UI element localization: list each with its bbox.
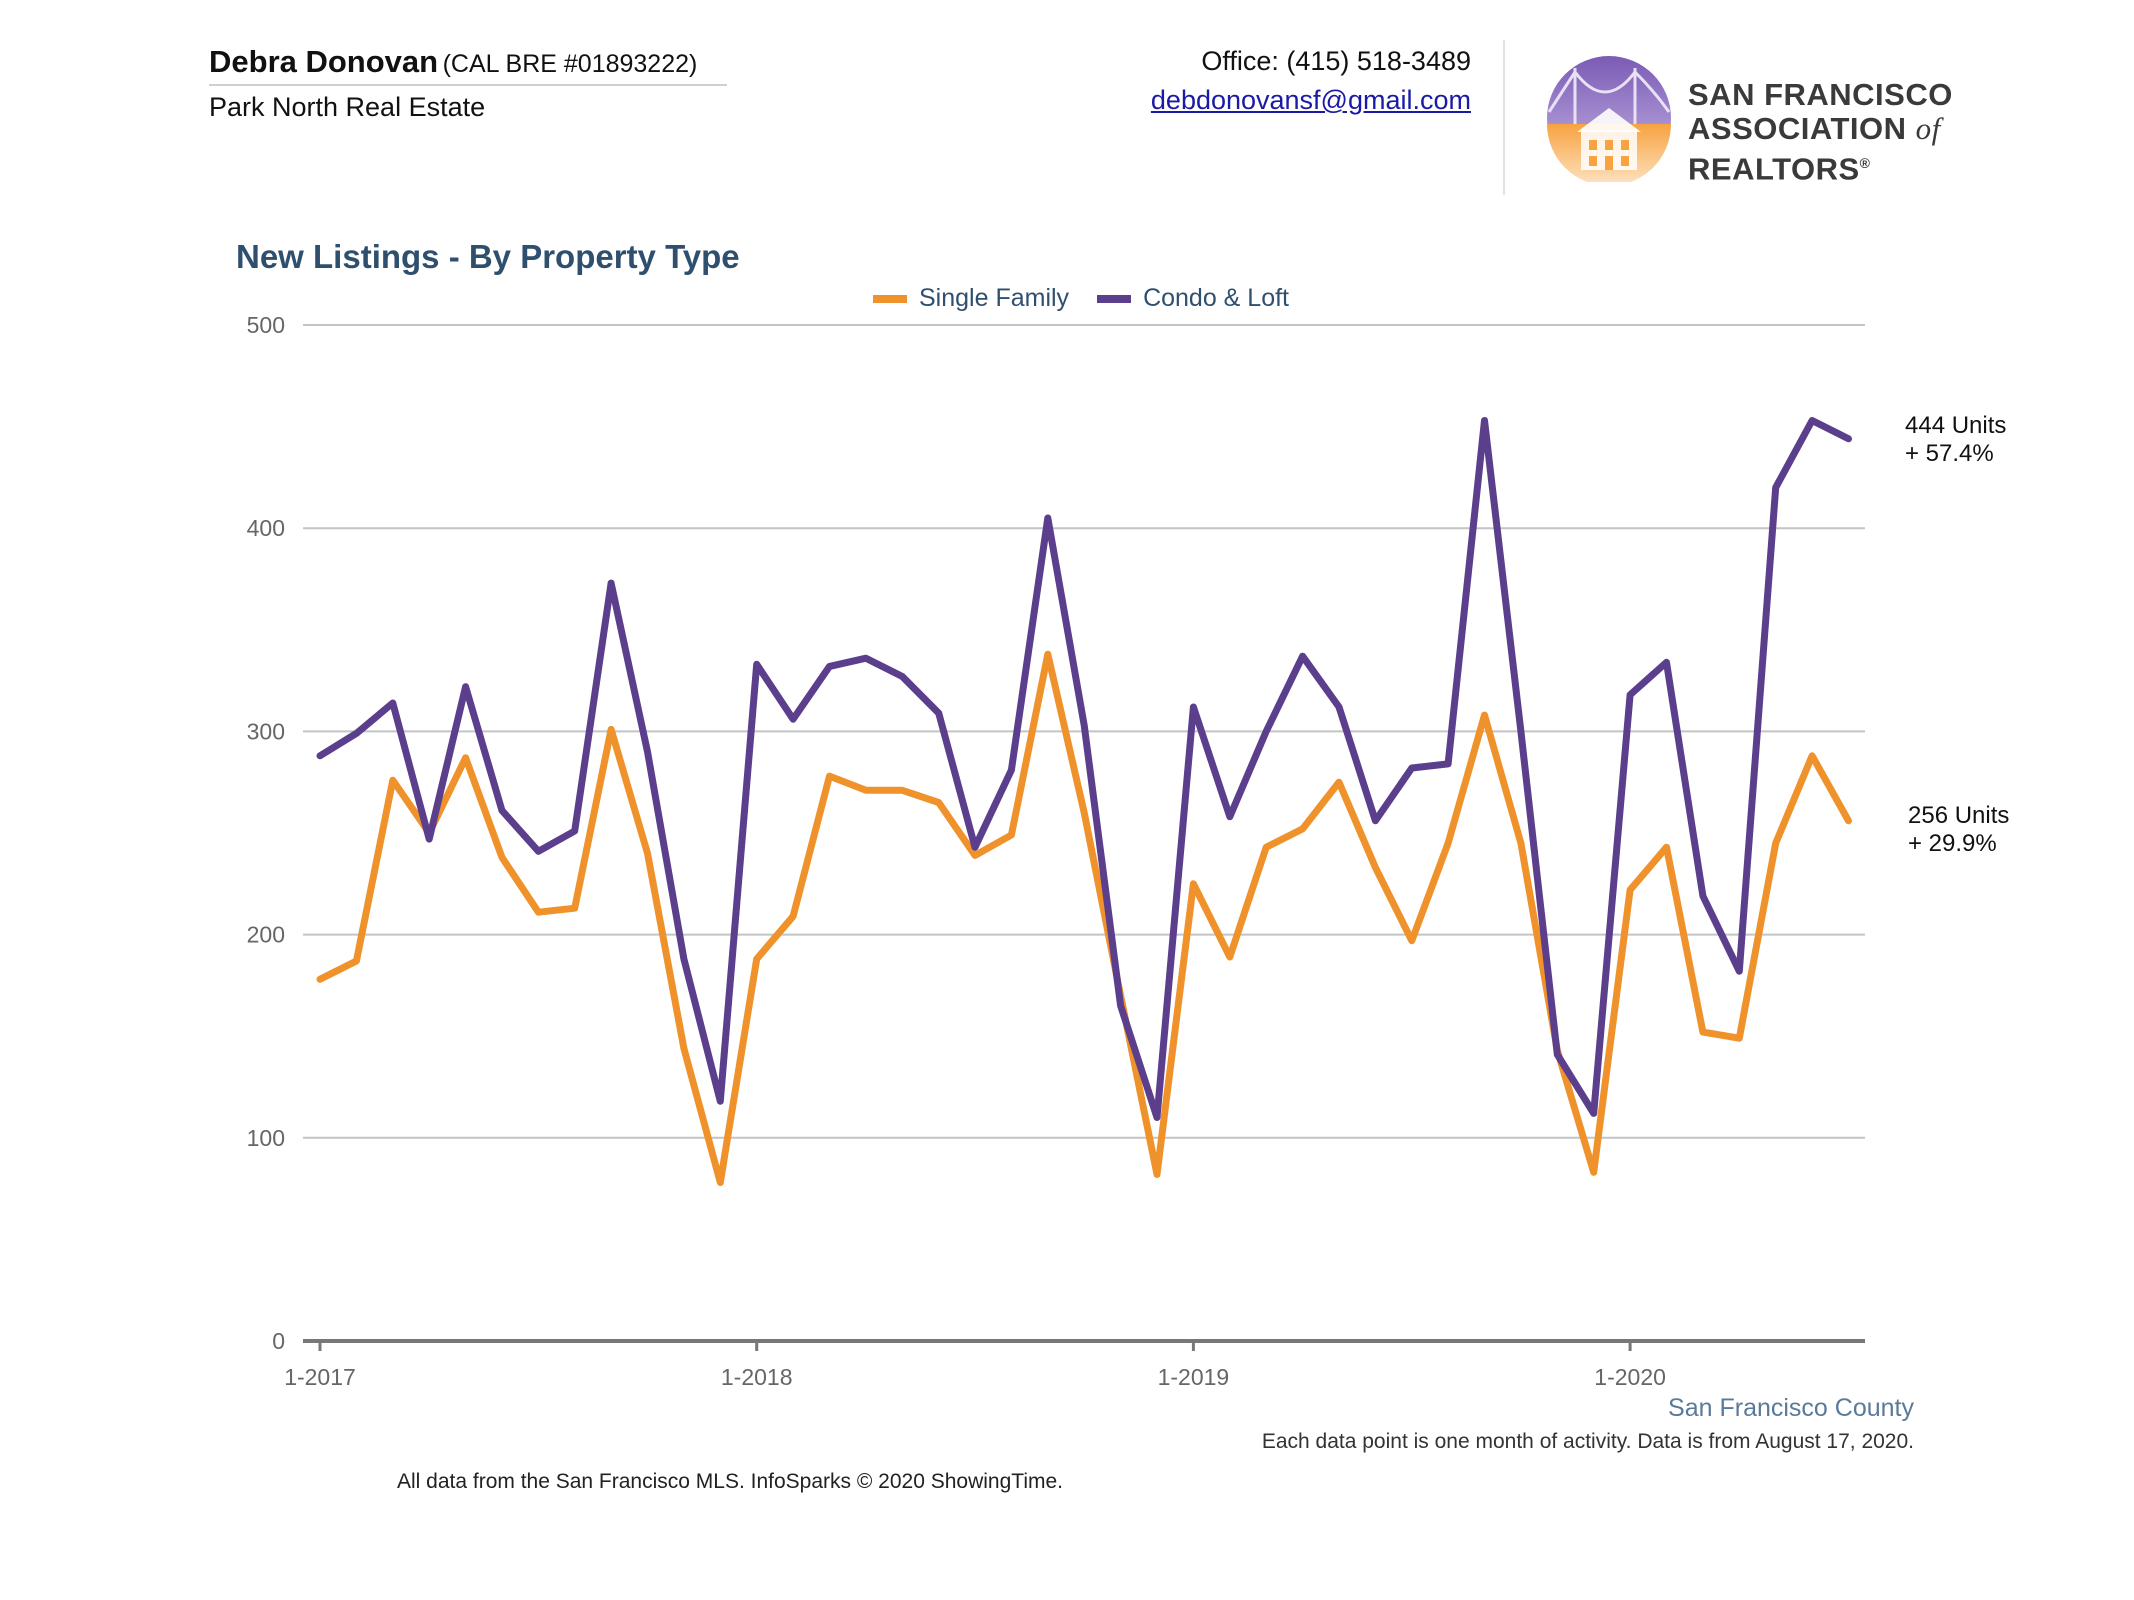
sfar-logo-icon: [1547, 56, 1671, 182]
end-label-sf-units: 256 Units: [1908, 802, 2010, 829]
sfar-logo-text: SAN FRANCISCO ASSOCIATION of REALTORS®: [1688, 78, 2103, 186]
x-tick-label: 1-2017: [284, 1364, 356, 1390]
agent-company: Park North Real Estate: [209, 92, 486, 122]
source-attribution: All data from the San Francisco MLS. Inf…: [396, 1470, 1063, 1493]
legend-label-condo-loft: Condo & Loft: [1143, 284, 1289, 312]
logo-word-realtors: REALTORS: [1688, 151, 1860, 187]
y-tick-label: 400: [247, 515, 285, 541]
y-tick-label: 0: [272, 1328, 285, 1354]
registered-mark: ®: [1859, 155, 1871, 171]
end-label-sf-change: + 29.9%: [1908, 830, 1997, 857]
email-link[interactable]: debdonovansf@gmail.com: [1150, 85, 1471, 115]
data-note: Each data point is one month of activity…: [1261, 1430, 1914, 1453]
end-label-condo-loft: 444 Units + 57.4%: [1905, 412, 2006, 468]
legend-swatch-single-family: [873, 294, 907, 303]
y-tick-label: 200: [247, 922, 285, 948]
x-tick-label: 1-2019: [1158, 1364, 1230, 1390]
legend-item-single-family[interactable]: Single Family: [873, 284, 1069, 313]
agent-divider: [209, 84, 727, 86]
agent-license: (CAL BRE #01893222): [442, 50, 698, 78]
end-label-single-family: 256 Units + 29.9%: [1908, 802, 2009, 858]
x-tick-label: 1-2018: [721, 1364, 793, 1390]
region-label: San Francisco County: [1668, 1394, 1914, 1422]
chart-legend: Single Family Condo & Loft: [873, 284, 1317, 313]
logo-word-association: ASSOCIATION: [1688, 111, 1907, 146]
logo-line-1: SAN FRANCISCO: [1688, 77, 1953, 112]
sfar-logo: SAN FRANCISCO ASSOCIATION of REALTORS®: [1543, 52, 2103, 186]
chart-title: New Listings - By Property Type: [236, 238, 740, 275]
agent-name: Debra Donovan: [209, 44, 439, 79]
header-divider: [1503, 40, 1505, 195]
x-tick-label: 1-2020: [1594, 1364, 1666, 1390]
logo-line-2: ASSOCIATION of REALTORS®: [1688, 112, 2103, 186]
contact-block: Office: (415) 518-3489 debdonovansf@gmai…: [1151, 46, 1471, 116]
y-tick-label: 300: [247, 718, 285, 744]
end-label-condo-units: 444 Units: [1905, 412, 2007, 439]
end-label-condo-change: + 57.4%: [1905, 440, 1994, 467]
y-tick-label: 100: [247, 1125, 285, 1151]
agent-name-line: Debra Donovan (CAL BRE #01893222): [209, 44, 727, 80]
series-line-condo-loft: [316, 417, 1852, 1121]
y-tick-label: 500: [247, 312, 285, 338]
office-phone: Office: (415) 518-3489: [1201, 46, 1471, 76]
legend-swatch-condo-loft: [1097, 294, 1132, 303]
legend-label-single-family: Single Family: [919, 284, 1070, 312]
agent-block: Debra Donovan (CAL BRE #01893222) Park N…: [209, 44, 727, 123]
legend-item-condo-loft[interactable]: Condo & Loft: [1097, 284, 1289, 313]
logo-word-of: of: [1915, 111, 1941, 146]
